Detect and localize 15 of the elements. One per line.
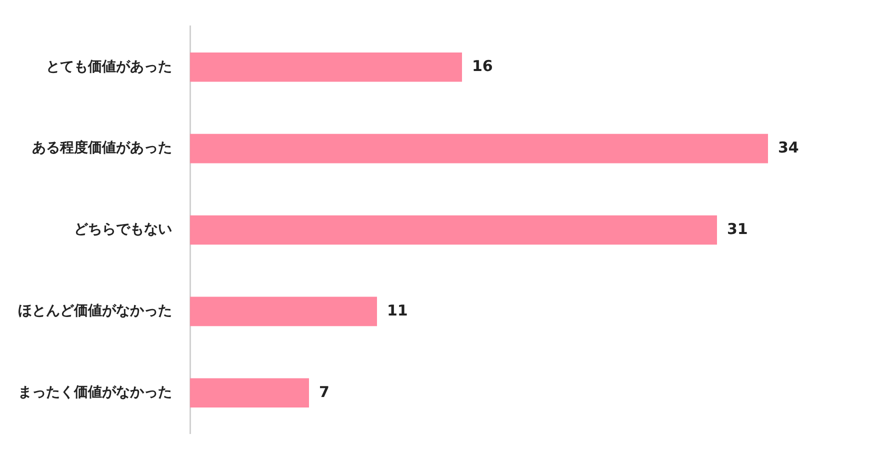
bar [190, 52, 462, 82]
data-label: 34 [778, 138, 799, 156]
bar [190, 215, 717, 245]
data-label: 11 [387, 301, 408, 320]
data-label: 7 [319, 382, 330, 401]
y-tick-label: ある程度価値があった [32, 139, 172, 156]
data-label: 16 [472, 57, 493, 76]
y-tick-label: どちらでもない [74, 222, 172, 238]
bar [190, 378, 309, 408]
bar [190, 296, 377, 326]
y-tick-label: まったく価値がなかった [18, 384, 172, 401]
data-label: 31 [727, 220, 748, 238]
bar [190, 134, 768, 164]
y-tick-label: ほとんど価値がなかった [18, 303, 172, 320]
y-tick-label: とても価値があった [46, 58, 172, 75]
